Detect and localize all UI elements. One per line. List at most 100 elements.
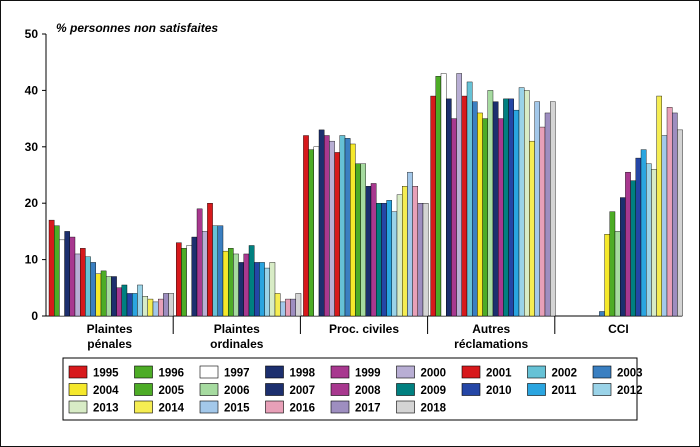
bar: [672, 112, 678, 317]
legend-swatch: [199, 383, 219, 396]
legend-label: 2005: [159, 385, 185, 397]
bar: [646, 163, 652, 317]
bar: [386, 200, 393, 317]
bar: [661, 135, 668, 317]
bar: [54, 225, 60, 317]
bar: [435, 76, 442, 317]
bar: [365, 186, 372, 317]
y-tick-label: 50: [25, 27, 39, 41]
y-axis-label: % personnes non satisfaites: [56, 21, 218, 35]
bar: [396, 194, 403, 317]
legend-label: 2002: [552, 368, 578, 380]
bar: [329, 140, 335, 317]
bar: [609, 211, 616, 317]
category-label: pénales: [87, 337, 132, 351]
legend-swatch: [527, 365, 546, 379]
bar: [472, 101, 478, 317]
bar: [64, 231, 70, 317]
legend-label: 1995: [93, 368, 119, 380]
bar: [550, 101, 556, 317]
bar: [513, 109, 520, 317]
legend-swatch: [265, 383, 284, 396]
bar: [131, 293, 138, 317]
legend-label: 2004: [93, 385, 119, 397]
bar: [487, 90, 494, 317]
bar: [259, 262, 265, 317]
legend-swatch: [592, 365, 612, 379]
bar: [503, 98, 509, 317]
bar: [290, 298, 297, 317]
legend-label: 1999: [355, 368, 381, 380]
bar: [344, 138, 351, 317]
bar: [604, 234, 610, 317]
bar: [253, 262, 260, 317]
category-label: Proc. civiles: [329, 322, 399, 336]
bar: [318, 129, 325, 317]
legend-swatch: [396, 383, 415, 396]
legend-swatch: [68, 365, 88, 379]
legend: 1995 1996 1997 1998 1999 2000 2001 2002 2003 2004…: [62, 357, 643, 421]
bar: [217, 225, 224, 317]
category-label: Plaintes: [87, 322, 133, 336]
bar: [248, 245, 255, 317]
bar: [59, 239, 65, 317]
bar: [100, 270, 107, 317]
bar: [614, 231, 621, 317]
legend-swatch: [134, 400, 153, 414]
bar: [324, 135, 330, 317]
bar: [121, 284, 128, 317]
bar: [412, 186, 419, 317]
bar: [142, 296, 149, 317]
legend-label: 2010: [486, 385, 512, 397]
category-label: CCI: [608, 322, 629, 336]
bar: [90, 262, 96, 317]
bar: [440, 73, 447, 317]
bar: [269, 262, 276, 317]
bar: [534, 101, 540, 317]
legend-swatch: [330, 383, 350, 396]
bar: [482, 118, 489, 317]
category-label: ordinales: [210, 337, 264, 351]
bar: [456, 73, 463, 317]
bar: [227, 248, 234, 317]
bar: [391, 211, 398, 317]
bar: [599, 311, 605, 317]
legend-label: 2018: [421, 403, 447, 415]
legend-label: 2009: [421, 385, 447, 397]
bar: [157, 298, 164, 317]
bar: [417, 202, 424, 317]
y-tick-label: 40: [25, 83, 39, 97]
legend-label: 2003: [617, 368, 643, 380]
bar: [201, 231, 208, 317]
bar: [95, 273, 102, 317]
bar: [360, 163, 367, 317]
legend-label: 2007: [290, 385, 316, 397]
legend-swatch: [134, 365, 153, 379]
bar: [498, 118, 504, 317]
legend-label: 2008: [355, 385, 381, 397]
bar: [666, 107, 673, 317]
bar: [191, 236, 198, 317]
legend-swatch: [265, 400, 284, 414]
legend-swatch: [265, 365, 284, 379]
bar: [350, 143, 356, 317]
bar: [451, 118, 457, 317]
legend-swatch: [68, 400, 88, 414]
legend-swatch: [199, 365, 219, 379]
bar: [295, 293, 302, 317]
legend-swatch: [396, 400, 415, 414]
y-tick-label: 30: [25, 140, 39, 154]
legend-swatch: [461, 383, 481, 396]
y-tick-label: 20: [25, 196, 39, 210]
bar: [422, 202, 429, 317]
bar: [274, 293, 281, 317]
legend-label: 2014: [159, 403, 185, 415]
bar: [407, 171, 413, 317]
bar: [508, 98, 515, 317]
bar: [163, 293, 169, 317]
legend-label: 2017: [355, 403, 381, 415]
bar: [376, 202, 382, 317]
legend-label: 2000: [421, 368, 447, 380]
